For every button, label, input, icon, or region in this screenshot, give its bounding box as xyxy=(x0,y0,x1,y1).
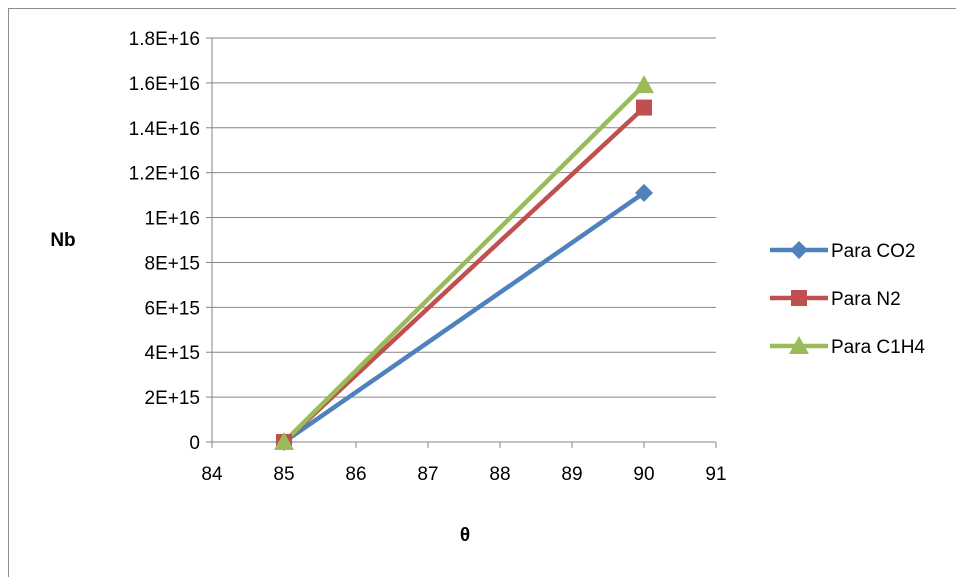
x-tick-label: 88 xyxy=(489,464,510,485)
series-line-2 xyxy=(282,105,646,444)
x-tick-label: 87 xyxy=(417,464,438,485)
series-line-3 xyxy=(282,83,646,444)
legend-marker xyxy=(790,241,808,259)
chart-frame xyxy=(8,8,956,577)
x-tick-label: 90 xyxy=(633,464,654,485)
data-point xyxy=(636,99,652,116)
x-tick-label: 85 xyxy=(273,464,294,485)
x-axis-title: θ xyxy=(460,525,470,546)
y-tick-label: 4E+15 xyxy=(145,343,200,364)
legend-marker xyxy=(791,290,807,306)
data-point xyxy=(274,432,294,450)
y-tick-label: 2E+15 xyxy=(145,388,200,409)
y-axis-title: Nb xyxy=(50,230,75,251)
x-tick-label: 89 xyxy=(561,464,582,485)
y-tick-label: 1.4E+16 xyxy=(129,119,200,140)
y-tick-label: 1.2E+16 xyxy=(129,164,200,185)
legend-label: Para N2 xyxy=(831,289,901,310)
legend-label: Para C1H4 xyxy=(831,337,925,358)
y-tick-label: 8E+15 xyxy=(145,253,200,274)
y-tick-label: 1.6E+16 xyxy=(129,74,200,95)
series-markers xyxy=(274,75,654,451)
legend-label: Para CO2 xyxy=(831,241,915,262)
axes: 0 2E+15 4E+15 6E+15 8E+15 1E+16 1.2E+16 1.4E+16… xyxy=(129,29,727,485)
y-tick-label: 1E+16 xyxy=(145,209,200,230)
x-tick-label: 86 xyxy=(345,464,366,485)
y-tick-label: 6E+15 xyxy=(145,298,200,319)
series-line-1 xyxy=(282,191,646,444)
y-tick-label: 0 xyxy=(189,433,200,454)
x-tick-label: 84 xyxy=(201,464,223,485)
x-tick-label: 91 xyxy=(705,464,726,485)
y-tick-label: 1.8E+16 xyxy=(129,29,200,50)
legend: Para CO2 Para N2 Para C1H4 xyxy=(770,241,925,358)
data-point xyxy=(635,183,653,202)
series-lines xyxy=(282,83,646,444)
legend-marker xyxy=(789,336,809,354)
data-point xyxy=(634,75,654,94)
